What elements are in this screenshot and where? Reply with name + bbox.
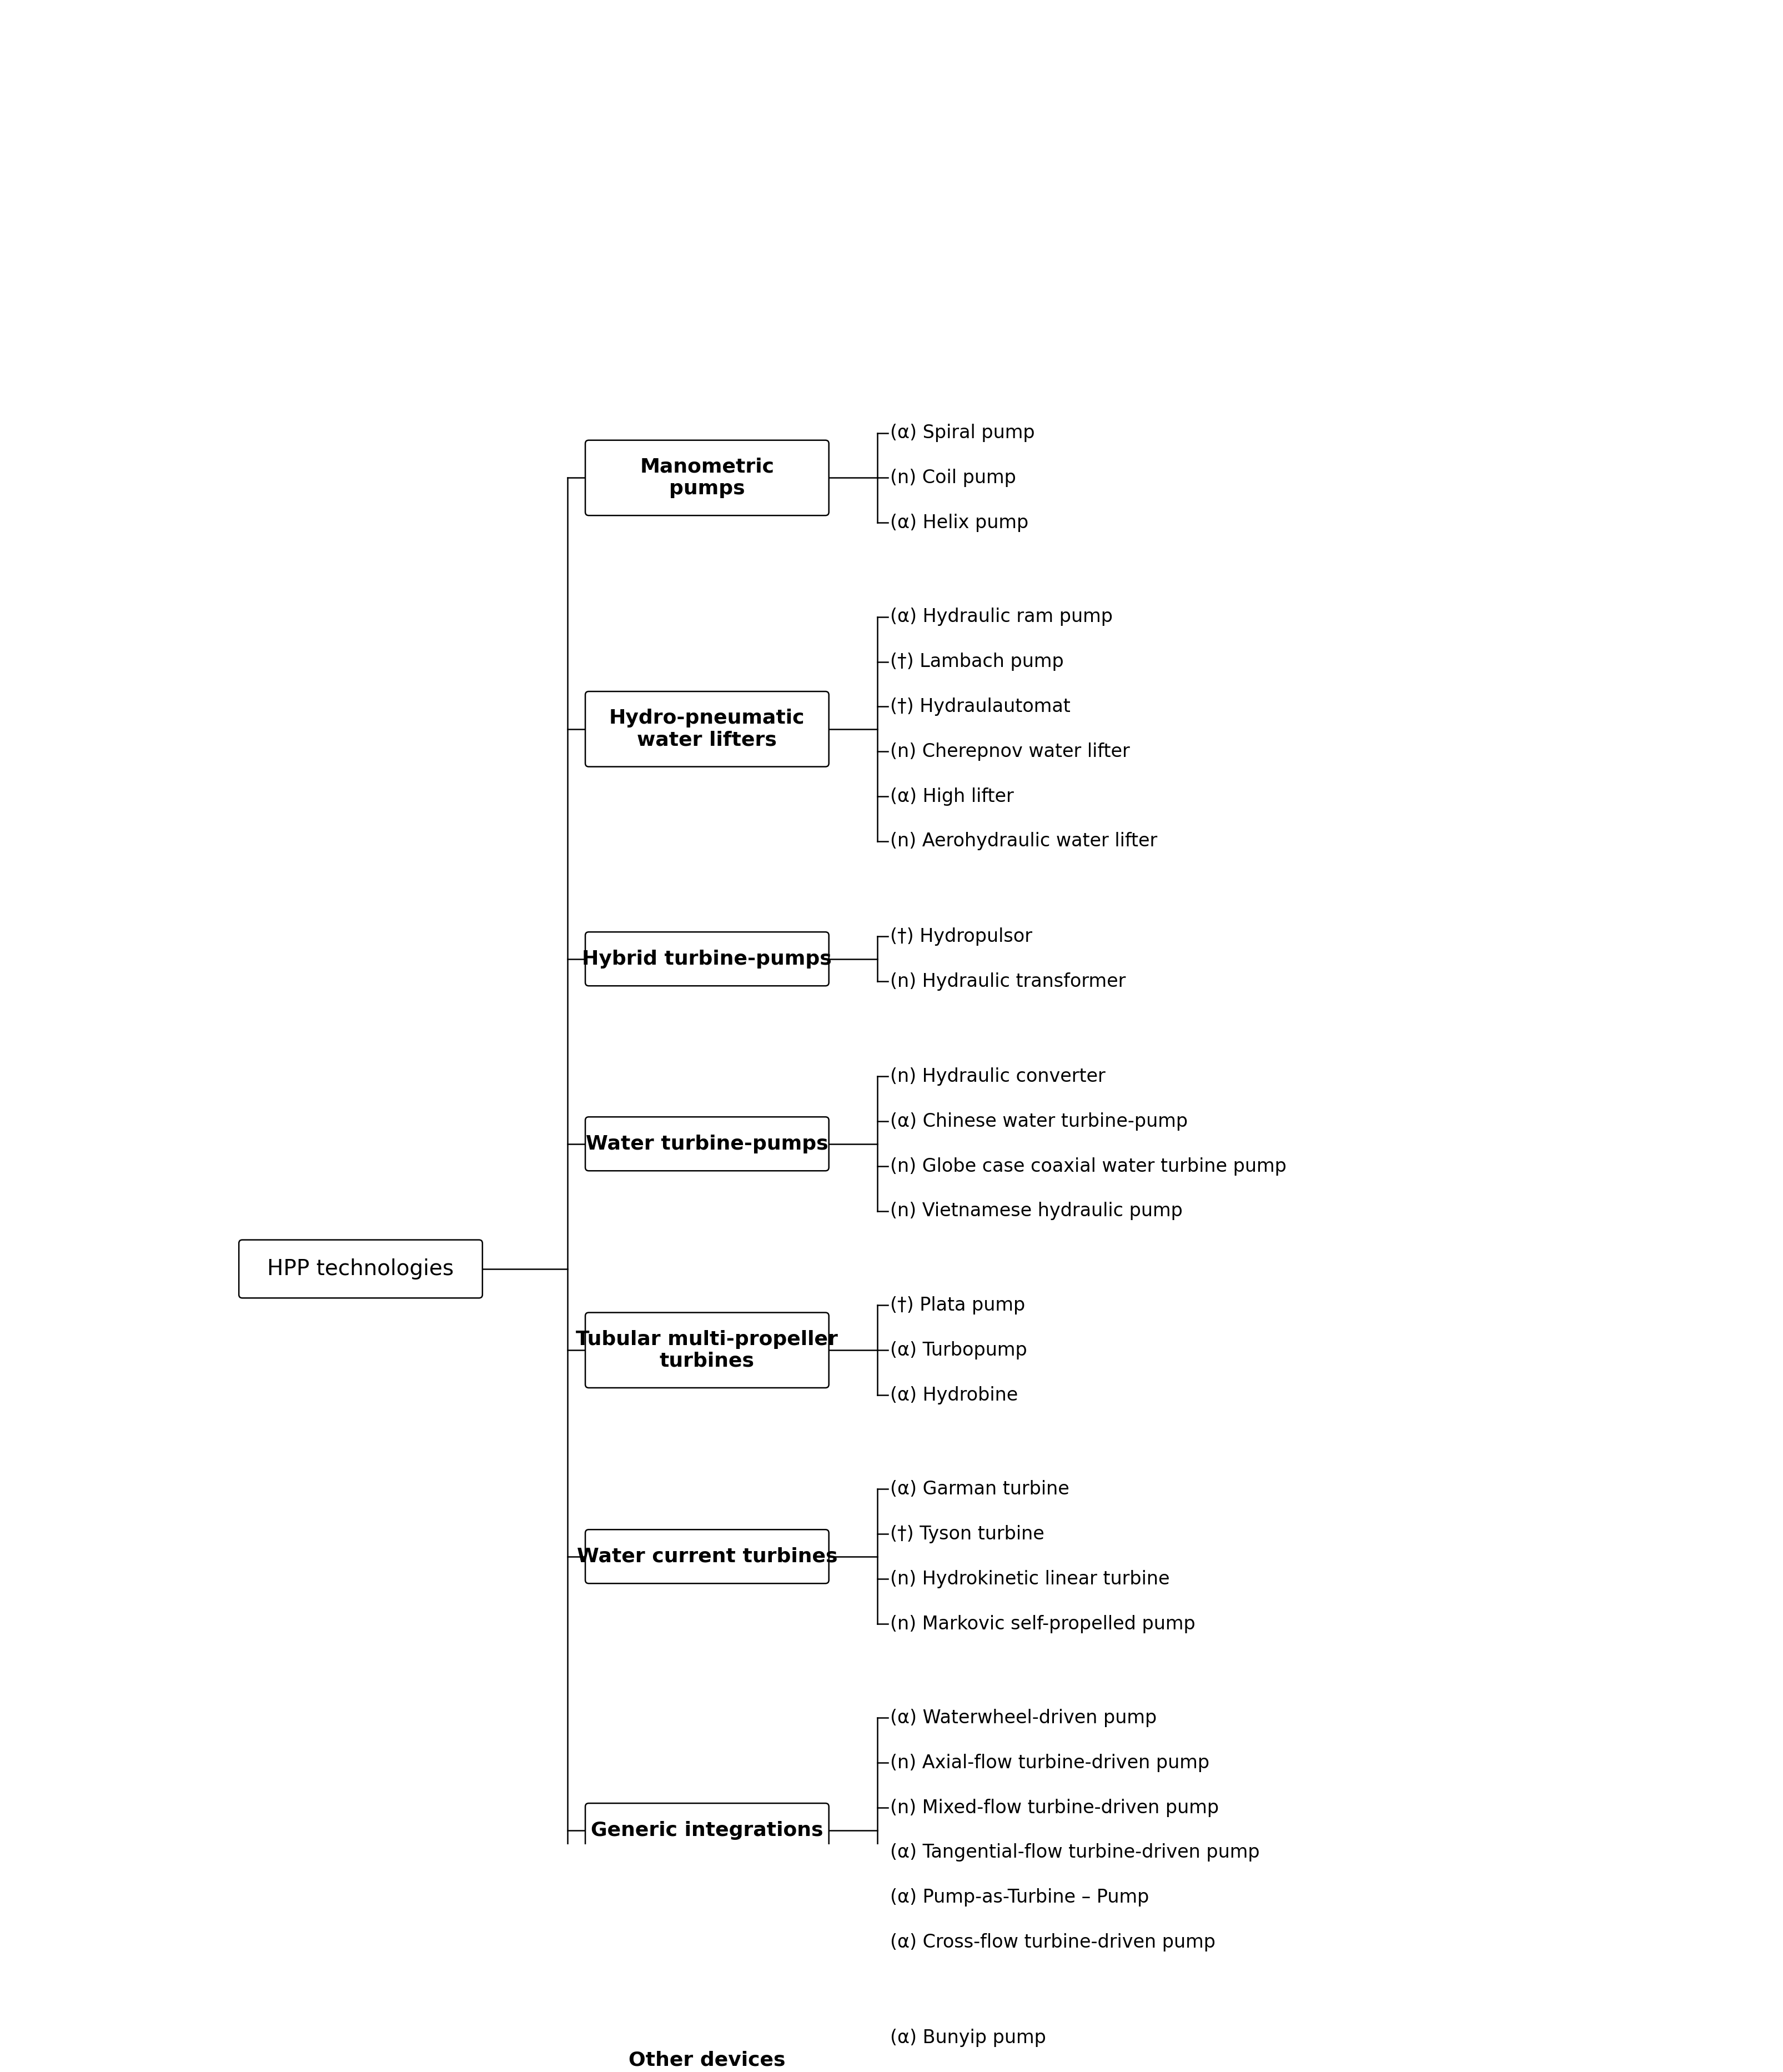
Text: (α) Pump-as-Turbine – Pump: (α) Pump-as-Turbine – Pump xyxy=(890,1888,1148,1906)
Text: (†) Hydraulautomat: (†) Hydraulautomat xyxy=(890,698,1070,715)
Text: Manometric
pumps: Manometric pumps xyxy=(640,458,774,497)
Text: (n) Hydrokinetic linear turbine: (n) Hydrokinetic linear turbine xyxy=(890,1571,1170,1587)
FancyBboxPatch shape xyxy=(585,1529,829,1583)
Text: (†) Plata pump: (†) Plata pump xyxy=(890,1297,1025,1314)
FancyBboxPatch shape xyxy=(585,692,829,767)
Text: Hybrid turbine-pumps: Hybrid turbine-pumps xyxy=(581,949,831,968)
Text: (n) Mixed-flow turbine-driven pump: (n) Mixed-flow turbine-driven pump xyxy=(890,1798,1218,1817)
Text: HPP technologies: HPP technologies xyxy=(267,1258,455,1280)
FancyBboxPatch shape xyxy=(585,2033,829,2072)
Text: Hydro-pneumatic
water lifters: Hydro-pneumatic water lifters xyxy=(610,709,804,750)
Text: (†) Tyson turbine: (†) Tyson turbine xyxy=(890,1525,1043,1544)
Text: (†) Hydropulsor: (†) Hydropulsor xyxy=(890,928,1032,945)
FancyBboxPatch shape xyxy=(585,932,829,986)
Text: Water turbine-pumps: Water turbine-pumps xyxy=(585,1133,827,1154)
Text: (n) Globe case coaxial water turbine pump: (n) Globe case coaxial water turbine pum… xyxy=(890,1156,1286,1175)
Text: (α) Chinese water turbine-pump: (α) Chinese water turbine-pump xyxy=(890,1113,1187,1131)
FancyBboxPatch shape xyxy=(585,439,829,516)
Text: (α) Spiral pump: (α) Spiral pump xyxy=(890,425,1034,441)
FancyBboxPatch shape xyxy=(585,1117,829,1171)
Text: (n) Markovic self-propelled pump: (n) Markovic self-propelled pump xyxy=(890,1614,1195,1633)
FancyBboxPatch shape xyxy=(585,1803,829,1857)
Text: (n) Axial-flow turbine-driven pump: (n) Axial-flow turbine-driven pump xyxy=(890,1753,1209,1772)
FancyBboxPatch shape xyxy=(239,1239,481,1297)
Text: Generic integrations: Generic integrations xyxy=(590,1821,824,1840)
Text: (α) Hydraulic ram pump: (α) Hydraulic ram pump xyxy=(890,607,1113,626)
Text: (n) Vietnamese hydraulic pump: (n) Vietnamese hydraulic pump xyxy=(890,1202,1182,1220)
Text: (α) High lifter: (α) High lifter xyxy=(890,787,1013,806)
Text: Water current turbines: Water current turbines xyxy=(576,1548,838,1566)
Text: (α) Tangential-flow turbine-driven pump: (α) Tangential-flow turbine-driven pump xyxy=(890,1844,1259,1863)
Text: (α) Hydrobine: (α) Hydrobine xyxy=(890,1386,1018,1405)
Text: (n) Cherepnov water lifter: (n) Cherepnov water lifter xyxy=(890,742,1129,760)
Text: (α) Helix pump: (α) Helix pump xyxy=(890,514,1029,533)
Text: (α) Bunyip pump: (α) Bunyip pump xyxy=(890,2028,1045,2047)
Text: (α) Turbopump: (α) Turbopump xyxy=(890,1341,1027,1359)
Text: Tubular multi-propeller
turbines: Tubular multi-propeller turbines xyxy=(576,1330,838,1370)
Text: (α) Cross-flow turbine-driven pump: (α) Cross-flow turbine-driven pump xyxy=(890,1933,1214,1952)
Text: (n) Hydraulic converter: (n) Hydraulic converter xyxy=(890,1067,1105,1086)
FancyBboxPatch shape xyxy=(585,1312,829,1388)
Text: Other devices: Other devices xyxy=(628,2051,785,2070)
Text: (α) Waterwheel-driven pump: (α) Waterwheel-driven pump xyxy=(890,1709,1157,1728)
Text: (n) Hydraulic transformer: (n) Hydraulic transformer xyxy=(890,972,1125,990)
Text: (†) Lambach pump: (†) Lambach pump xyxy=(890,653,1063,671)
Text: (n) Aerohydraulic water lifter: (n) Aerohydraulic water lifter xyxy=(890,833,1157,850)
Text: (α) Garman turbine: (α) Garman turbine xyxy=(890,1479,1068,1498)
Text: (n) Coil pump: (n) Coil pump xyxy=(890,468,1016,487)
